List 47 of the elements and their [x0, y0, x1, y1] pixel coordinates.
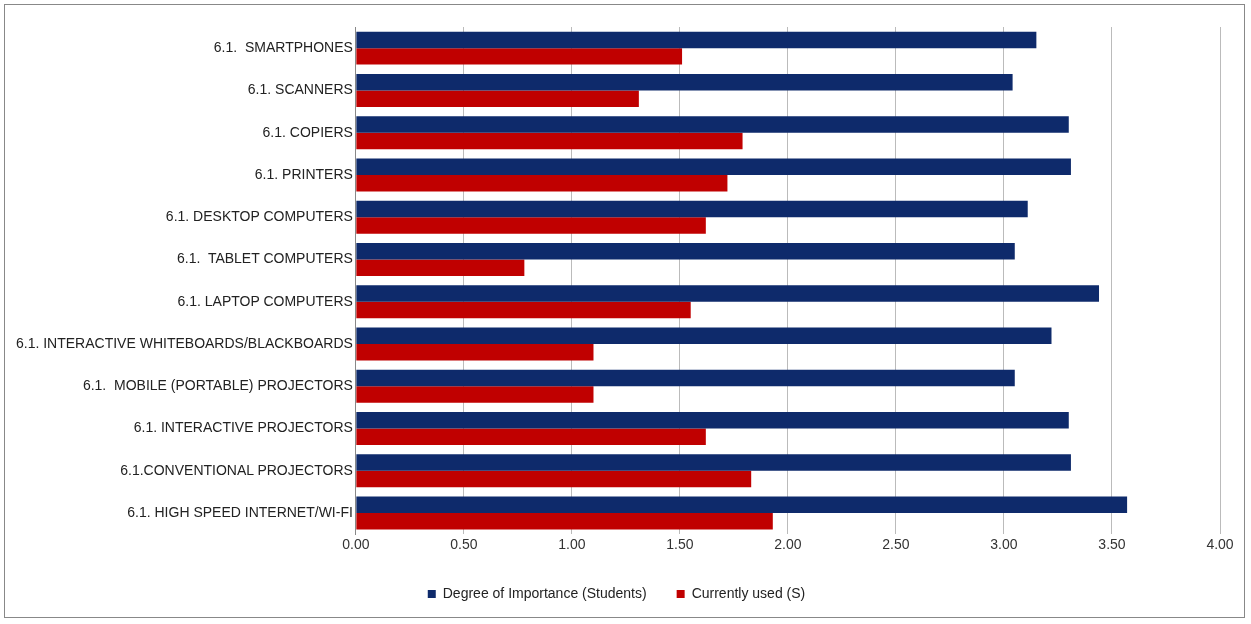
bar	[356, 174, 728, 192]
y-tick-label: 6.1. PRINTERS	[254, 165, 353, 182]
bar	[356, 31, 1037, 49]
bar	[356, 513, 773, 530]
bar	[356, 242, 1015, 260]
x-tick-label: 2.50	[882, 536, 910, 553]
x-tick-label: 0.00	[342, 536, 370, 553]
bar	[356, 327, 1052, 344]
y-tick-label: 6.1. MOBILE (PORTABLE) PROJECTORS	[82, 377, 353, 394]
bar	[356, 386, 594, 403]
bar	[356, 369, 1015, 387]
bar	[356, 259, 525, 276]
x-tick-label: 4.00	[1206, 536, 1234, 553]
bar	[356, 454, 1071, 471]
bar	[356, 285, 1100, 302]
bar	[356, 301, 691, 319]
y-tick-label: 6.1. INTERACTIVE WHITEBOARDS/BLACKBOARDS	[15, 334, 353, 351]
x-tick-label: 1.50	[666, 536, 694, 553]
y-tick-label: 6.1. COPIERS	[262, 123, 353, 140]
y-tick-label: 6.1. TABLET COMPUTERS	[177, 250, 353, 267]
x-tick-label: 3.00	[990, 536, 1018, 553]
bar	[356, 116, 1069, 133]
y-tick-label: 6.1. INTERACTIVE PROJECTORS	[133, 419, 353, 436]
bar	[356, 344, 594, 361]
bar	[356, 470, 752, 488]
bar	[356, 48, 683, 65]
y-tick-label: 6.1. SCANNERS	[247, 81, 353, 98]
x-tick-label: 0.50	[450, 536, 478, 553]
bar	[356, 132, 743, 150]
bar	[356, 73, 1013, 91]
y-tick-label: 6.1. DESKTOP COMPUTERS	[165, 208, 353, 225]
bar	[356, 158, 1071, 175]
bar	[356, 412, 1069, 429]
bar	[356, 200, 1028, 218]
bar	[356, 428, 706, 446]
bar	[356, 90, 639, 107]
x-tick-label: 3.50	[1098, 536, 1126, 553]
bar	[356, 496, 1128, 514]
legend-label: Degree of Importance (Students)	[442, 584, 647, 601]
x-tick-label: 1.00	[558, 536, 586, 553]
x-tick-label: 2.00	[774, 536, 802, 553]
bar	[356, 217, 706, 234]
y-tick-label: 6.1.CONVENTIONAL PROJECTORS	[120, 461, 353, 478]
y-tick-label: 6.1. HIGH SPEED INTERNET/WI-FI	[127, 503, 353, 520]
y-tick-label: 6.1. SMARTPHONES	[213, 38, 353, 55]
y-tick-label: 6.1. LAPTOP COMPUTERS	[177, 292, 353, 309]
legend-label: Currently used (S)	[691, 584, 806, 601]
